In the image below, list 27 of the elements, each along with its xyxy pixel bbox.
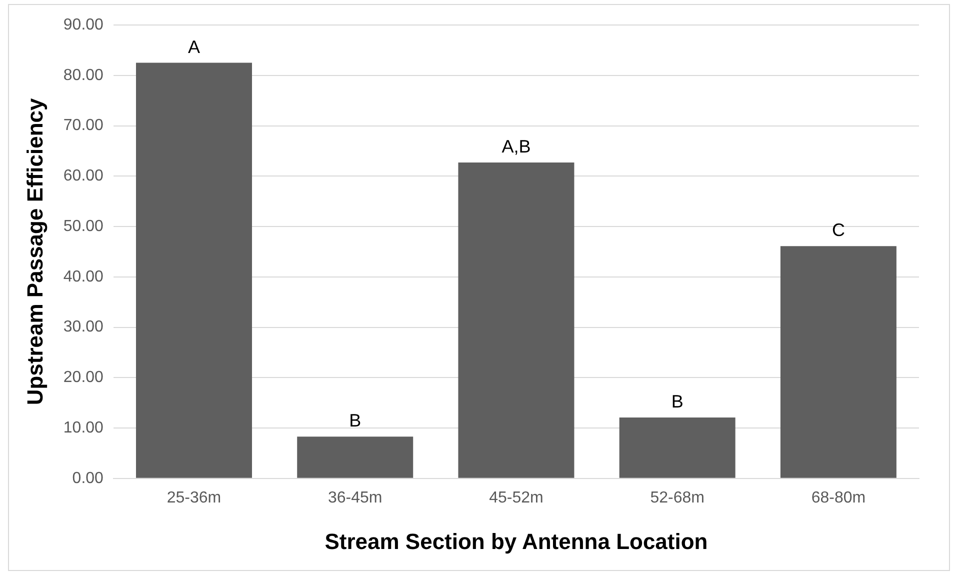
y-tick-label: 70.00: [63, 117, 104, 134]
annotation: A: [188, 36, 200, 57]
bar: [136, 62, 252, 478]
bar: [619, 417, 736, 478]
x-tick-label: 68-80m: [811, 489, 866, 506]
annotation: C: [832, 220, 845, 240]
y-tick-label: 80.00: [63, 66, 104, 84]
x-tick-label: 25-36m: [166, 489, 222, 506]
y-tick-label: 50.00: [63, 218, 104, 235]
x-tick-label: 45-52m: [489, 489, 544, 506]
annotation: A,B: [502, 136, 531, 156]
bar: [458, 162, 574, 478]
x-tick-label: 36-45m: [328, 489, 382, 506]
x-axis-title: Stream Section by Antenna Location: [324, 528, 708, 554]
x-tick-label: 52-68m: [650, 489, 704, 506]
bar: [297, 436, 414, 478]
annotation: B: [671, 391, 684, 412]
y-tick-label: 20.00: [63, 369, 104, 386]
y-tick-label: 90.00: [63, 16, 104, 34]
annotation: B: [349, 410, 362, 431]
y-tick-label: 40.00: [63, 268, 104, 286]
bar: [780, 246, 896, 478]
y-tick-label: 60.00: [63, 168, 104, 185]
y-tick-label: 10.00: [63, 419, 104, 436]
y-axis-title: Upstream Passage Efficiency: [22, 97, 48, 406]
y-tick-label: 30.00: [63, 318, 104, 336]
y-tick-label: 0.00: [72, 470, 104, 487]
